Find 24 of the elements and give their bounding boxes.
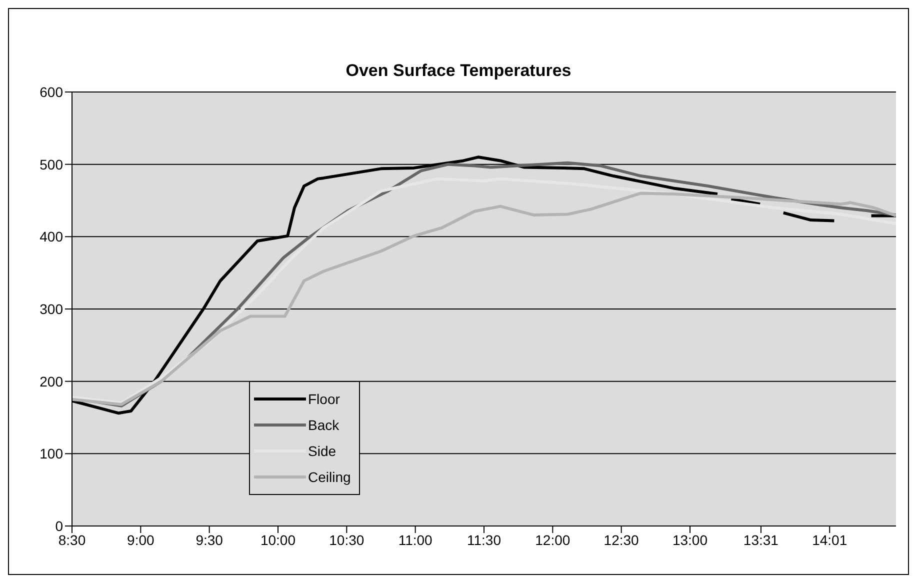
- legend-label: Side: [308, 443, 336, 459]
- x-tick-label: 11:30: [467, 532, 502, 548]
- x-tick-label: 8:30: [58, 532, 86, 548]
- x-tick-label: 10:30: [329, 532, 364, 548]
- y-tick-label: 0: [55, 518, 64, 534]
- x-tick-label: 9:30: [196, 532, 224, 548]
- x-tick-label: 13:00: [672, 532, 708, 548]
- legend-label: Back: [308, 417, 340, 433]
- chart-title: Oven Surface Temperatures: [344, 61, 572, 81]
- y-tick-label: 300: [40, 300, 64, 317]
- x-tick-label: 10:00: [260, 532, 296, 548]
- y-tick-label: 400: [40, 228, 64, 245]
- legend-label: Floor: [308, 391, 340, 407]
- x-tick-label: 13:31: [743, 532, 779, 548]
- x-tick-label: 12:30: [604, 532, 640, 548]
- legend-label: Ceiling: [308, 469, 351, 485]
- y-tick-label: 600: [40, 84, 64, 100]
- x-tick-label: 14:01: [812, 532, 848, 548]
- x-tick-label: 9:00: [127, 532, 155, 548]
- y-tick-label: 500: [40, 156, 64, 172]
- y-tick-label: 100: [40, 446, 64, 462]
- x-tick-label: 11:00: [398, 532, 433, 548]
- x-tick-label: 12:00: [535, 532, 570, 548]
- y-tick-label: 200: [40, 373, 64, 390]
